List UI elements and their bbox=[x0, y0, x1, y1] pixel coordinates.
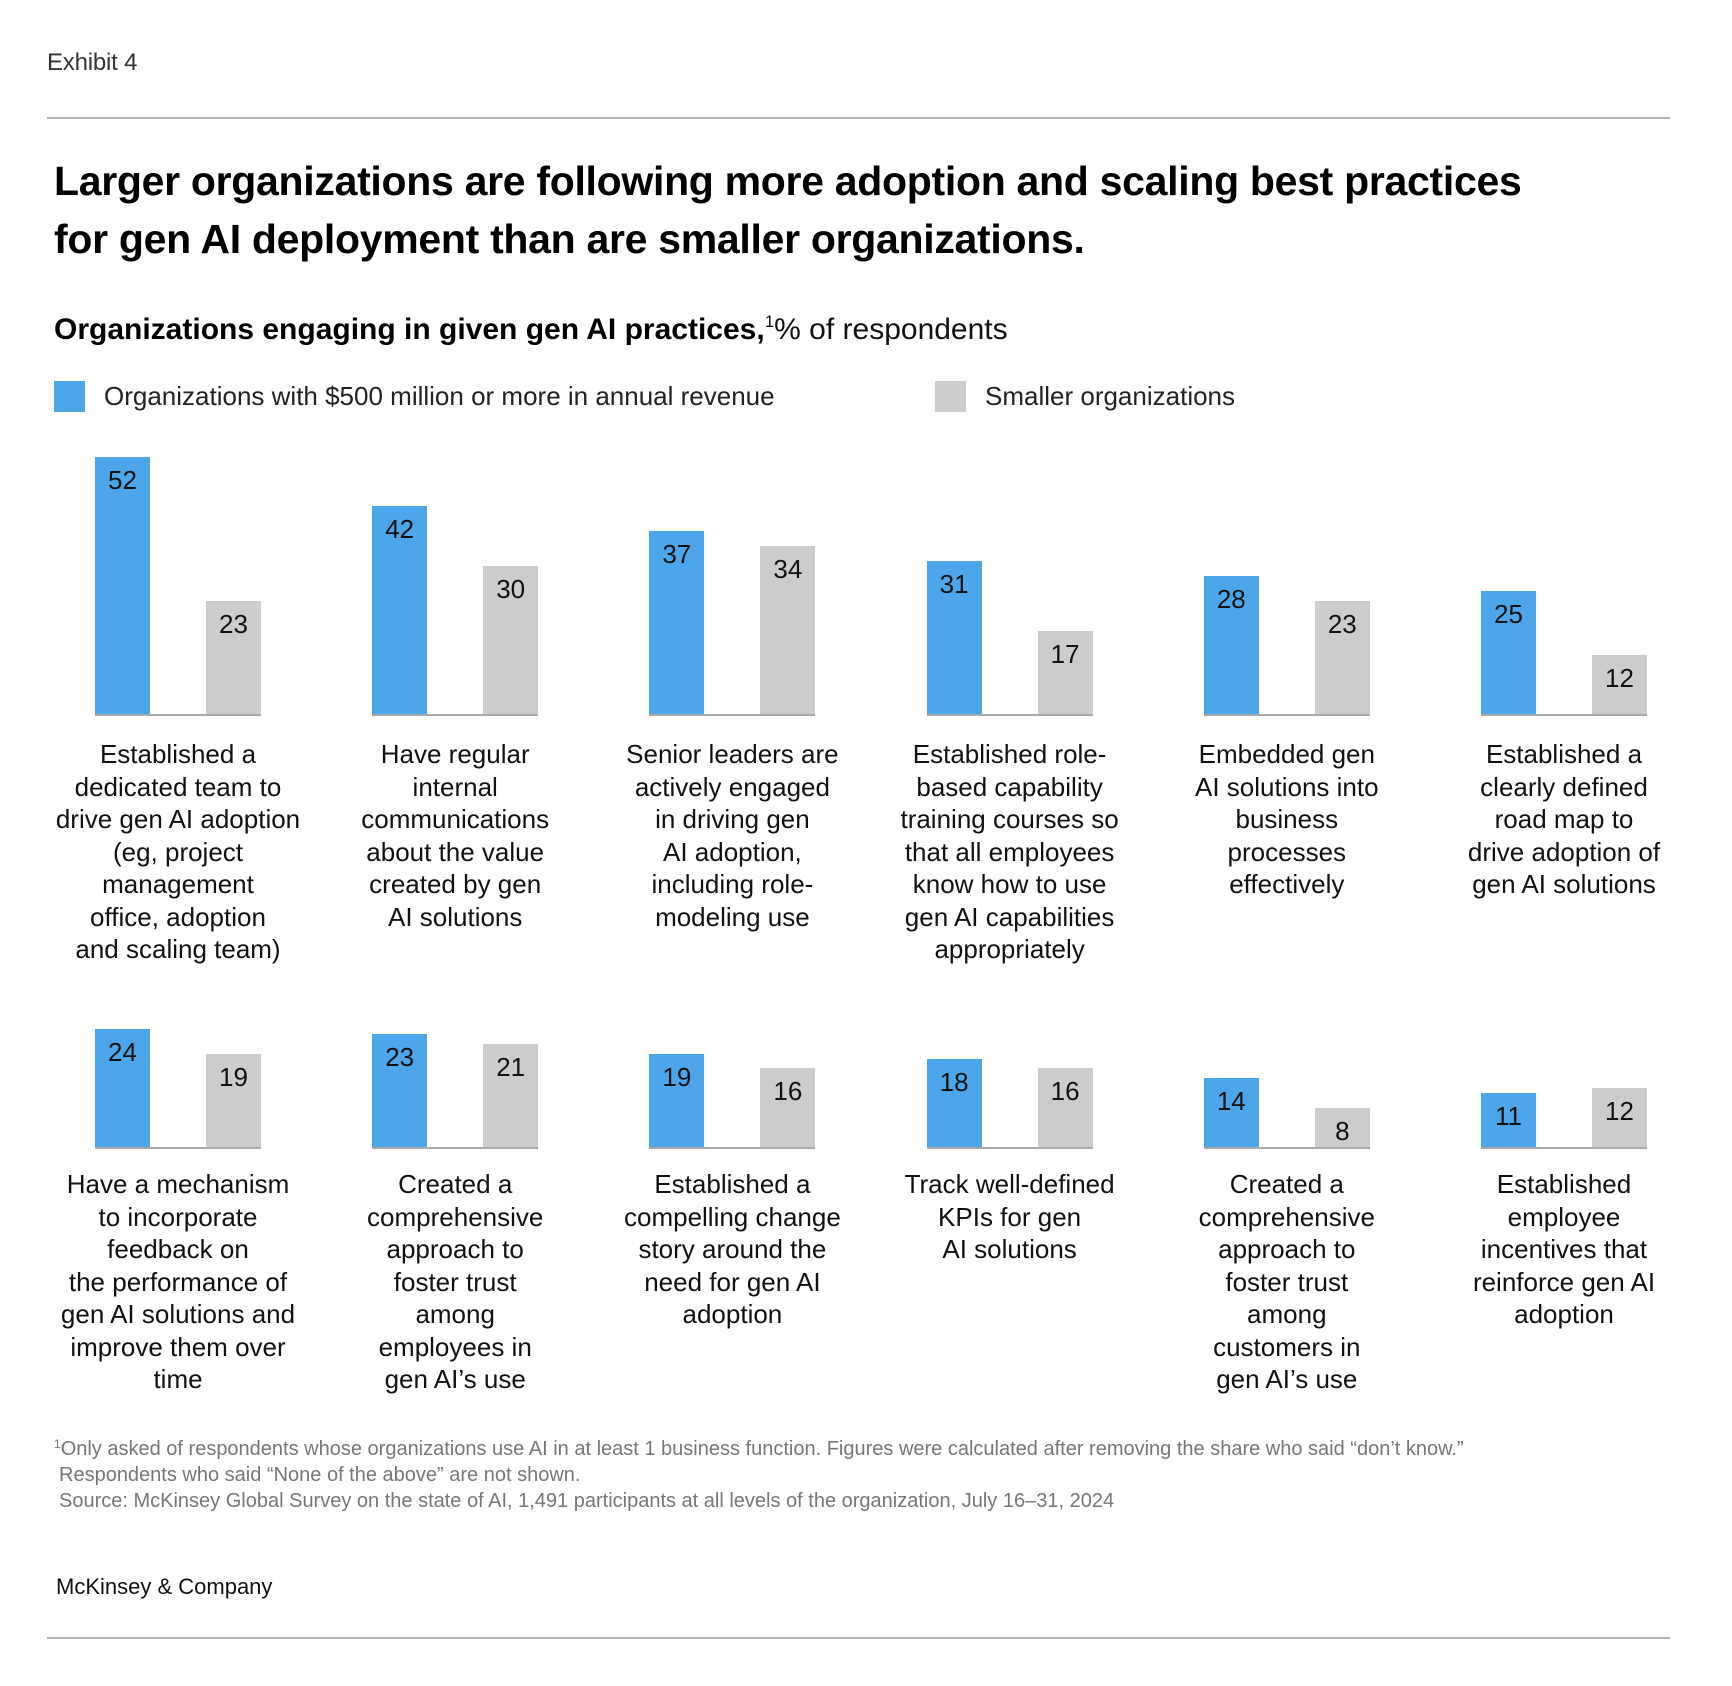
bar-smaller-orgs bbox=[760, 546, 816, 715]
category-label: Embedded gen AI solutions into business … bbox=[1195, 739, 1379, 899]
legend-label-large-orgs: Organizations with $500 million or more … bbox=[104, 380, 775, 411]
bar-large-orgs bbox=[372, 506, 428, 715]
value-label-large-orgs: 14 bbox=[1216, 1086, 1246, 1117]
category-label: Established a compelling change story ar… bbox=[623, 1169, 841, 1329]
bar-group-baseline bbox=[926, 1147, 1093, 1149]
chart-subtitle: Organizations engaging in given gen AI p… bbox=[54, 312, 1008, 347]
value-label-large-orgs: 52 bbox=[108, 464, 137, 495]
bar-group-baseline bbox=[95, 1147, 261, 1149]
category-label: Created a comprehensive approach to fost… bbox=[367, 1169, 544, 1394]
value-label-large-orgs: 28 bbox=[1216, 583, 1246, 614]
footnote-mark: 1 bbox=[54, 1437, 61, 1451]
bar-group-baseline bbox=[1203, 714, 1370, 716]
value-label-large-orgs: 31 bbox=[939, 568, 969, 599]
bar-group-baseline bbox=[372, 1147, 539, 1149]
value-label-smaller-orgs: 17 bbox=[1050, 638, 1080, 669]
value-label-smaller-orgs: 8 bbox=[1335, 1116, 1350, 1147]
bar-large-orgs bbox=[1203, 575, 1259, 715]
category-label: Have a mechanism to incorporate feedback… bbox=[60, 1169, 296, 1394]
value-label-smaller-orgs: 19 bbox=[219, 1061, 248, 1092]
value-label-smaller-orgs: 12 bbox=[1605, 663, 1634, 694]
bar-smaller-orgs bbox=[483, 565, 539, 715]
subtitle-unit: % of respondents bbox=[774, 313, 1008, 346]
bar-smaller-orgs bbox=[1037, 630, 1093, 715]
value-label-large-orgs: 24 bbox=[108, 1036, 137, 1067]
top-divider bbox=[47, 117, 1670, 119]
bar-large-orgs bbox=[1481, 1093, 1536, 1148]
footnotes: 1Only asked of respondents whose organiz… bbox=[54, 1431, 1464, 1514]
value-label-large-orgs: 37 bbox=[662, 539, 692, 570]
bar-large-orgs bbox=[926, 560, 982, 715]
value-label-smaller-orgs: 21 bbox=[496, 1051, 526, 1082]
bar-smaller-orgs bbox=[1592, 1088, 1647, 1148]
bar-group-baseline bbox=[1481, 1147, 1647, 1149]
value-label-large-orgs: 42 bbox=[385, 514, 415, 545]
bar-smaller-orgs bbox=[760, 1068, 816, 1148]
value-label-large-orgs: 25 bbox=[1494, 598, 1523, 629]
category-label: Track well-defined KPIs for gen AI solut… bbox=[904, 1169, 1115, 1264]
bar-smaller-orgs bbox=[1037, 1068, 1093, 1148]
bar-smaller-orgs bbox=[1592, 655, 1647, 715]
brand-logo-text: McKinsey & Company bbox=[56, 1574, 273, 1599]
category-label: Established a dedicated team to drive ge… bbox=[55, 739, 301, 964]
legend-swatch-smaller-orgs bbox=[935, 380, 966, 412]
exhibit-label: Exhibit 4 bbox=[47, 49, 138, 76]
legend-swatch-large-orgs bbox=[54, 380, 85, 412]
category-label: Senior leaders are actively engaged in d… bbox=[626, 739, 839, 932]
footnote-1-text: Only asked of respondents whose organiza… bbox=[60, 1438, 1464, 1460]
footnote-1: 1Only asked of respondents whose organiz… bbox=[54, 1431, 1464, 1462]
bar-smaller-orgs bbox=[206, 600, 261, 715]
legend-label-smaller-orgs: Smaller organizations bbox=[985, 380, 1236, 411]
category-label: Established employee incentives that rei… bbox=[1472, 1169, 1656, 1329]
bar-group-baseline bbox=[649, 714, 816, 716]
value-label-smaller-orgs: 23 bbox=[219, 608, 248, 639]
value-label-smaller-orgs: 16 bbox=[773, 1076, 803, 1107]
value-label-large-orgs: 11 bbox=[1495, 1101, 1522, 1132]
bar-large-orgs bbox=[649, 1053, 705, 1148]
subtitle-footnote-mark: 1 bbox=[764, 312, 775, 331]
bar-group-baseline bbox=[1481, 714, 1647, 716]
subtitle-bold: Organizations engaging in given gen AI p… bbox=[54, 313, 765, 346]
bar-large-orgs bbox=[95, 456, 150, 715]
value-label-large-orgs: 18 bbox=[939, 1066, 969, 1097]
legend-item-large-orgs: Organizations with $500 million or more … bbox=[54, 380, 775, 412]
bar-group-baseline bbox=[95, 714, 261, 716]
source-note: Source: McKinsey Global Survey on the st… bbox=[59, 1490, 1115, 1512]
bar-smaller-orgs bbox=[1314, 1108, 1370, 1148]
bar-large-orgs bbox=[372, 1033, 428, 1148]
value-label-large-orgs: 23 bbox=[385, 1041, 415, 1072]
category-label: Have regular internal communications abo… bbox=[361, 739, 550, 932]
bar-group-baseline bbox=[649, 1147, 816, 1149]
category-label: Created a comprehensive approach to fost… bbox=[1198, 1169, 1375, 1394]
bar-large-orgs bbox=[1203, 1078, 1259, 1148]
value-label-smaller-orgs: 23 bbox=[1327, 608, 1357, 639]
bar-group-baseline bbox=[1203, 1147, 1370, 1149]
bar-large-orgs bbox=[926, 1058, 982, 1148]
bar-smaller-orgs bbox=[483, 1043, 539, 1148]
value-label-smaller-orgs: 12 bbox=[1605, 1096, 1634, 1127]
value-label-smaller-orgs: 30 bbox=[496, 573, 526, 604]
bar-smaller-orgs bbox=[206, 1053, 261, 1148]
bar-group-baseline bbox=[926, 714, 1093, 716]
value-label-large-orgs: 19 bbox=[662, 1061, 692, 1092]
footnote-2: Respondents who said “None of the above”… bbox=[59, 1464, 581, 1486]
value-label-smaller-orgs: 34 bbox=[773, 554, 803, 585]
category-label: Established role- based capability train… bbox=[900, 739, 1119, 964]
category-label: Established a clearly defined road map t… bbox=[1467, 739, 1661, 899]
chart-title: Larger organizations are following more … bbox=[54, 158, 1522, 262]
bottom-divider bbox=[47, 1637, 1670, 1639]
bar-large-orgs bbox=[95, 1028, 150, 1148]
bar-large-orgs bbox=[649, 531, 705, 715]
legend-item-smaller-orgs: Smaller organizations bbox=[935, 380, 1235, 412]
bar-smaller-orgs bbox=[1314, 600, 1370, 715]
bar-group-baseline bbox=[372, 714, 539, 716]
value-label-smaller-orgs: 16 bbox=[1050, 1076, 1080, 1107]
bar-large-orgs bbox=[1481, 590, 1536, 715]
